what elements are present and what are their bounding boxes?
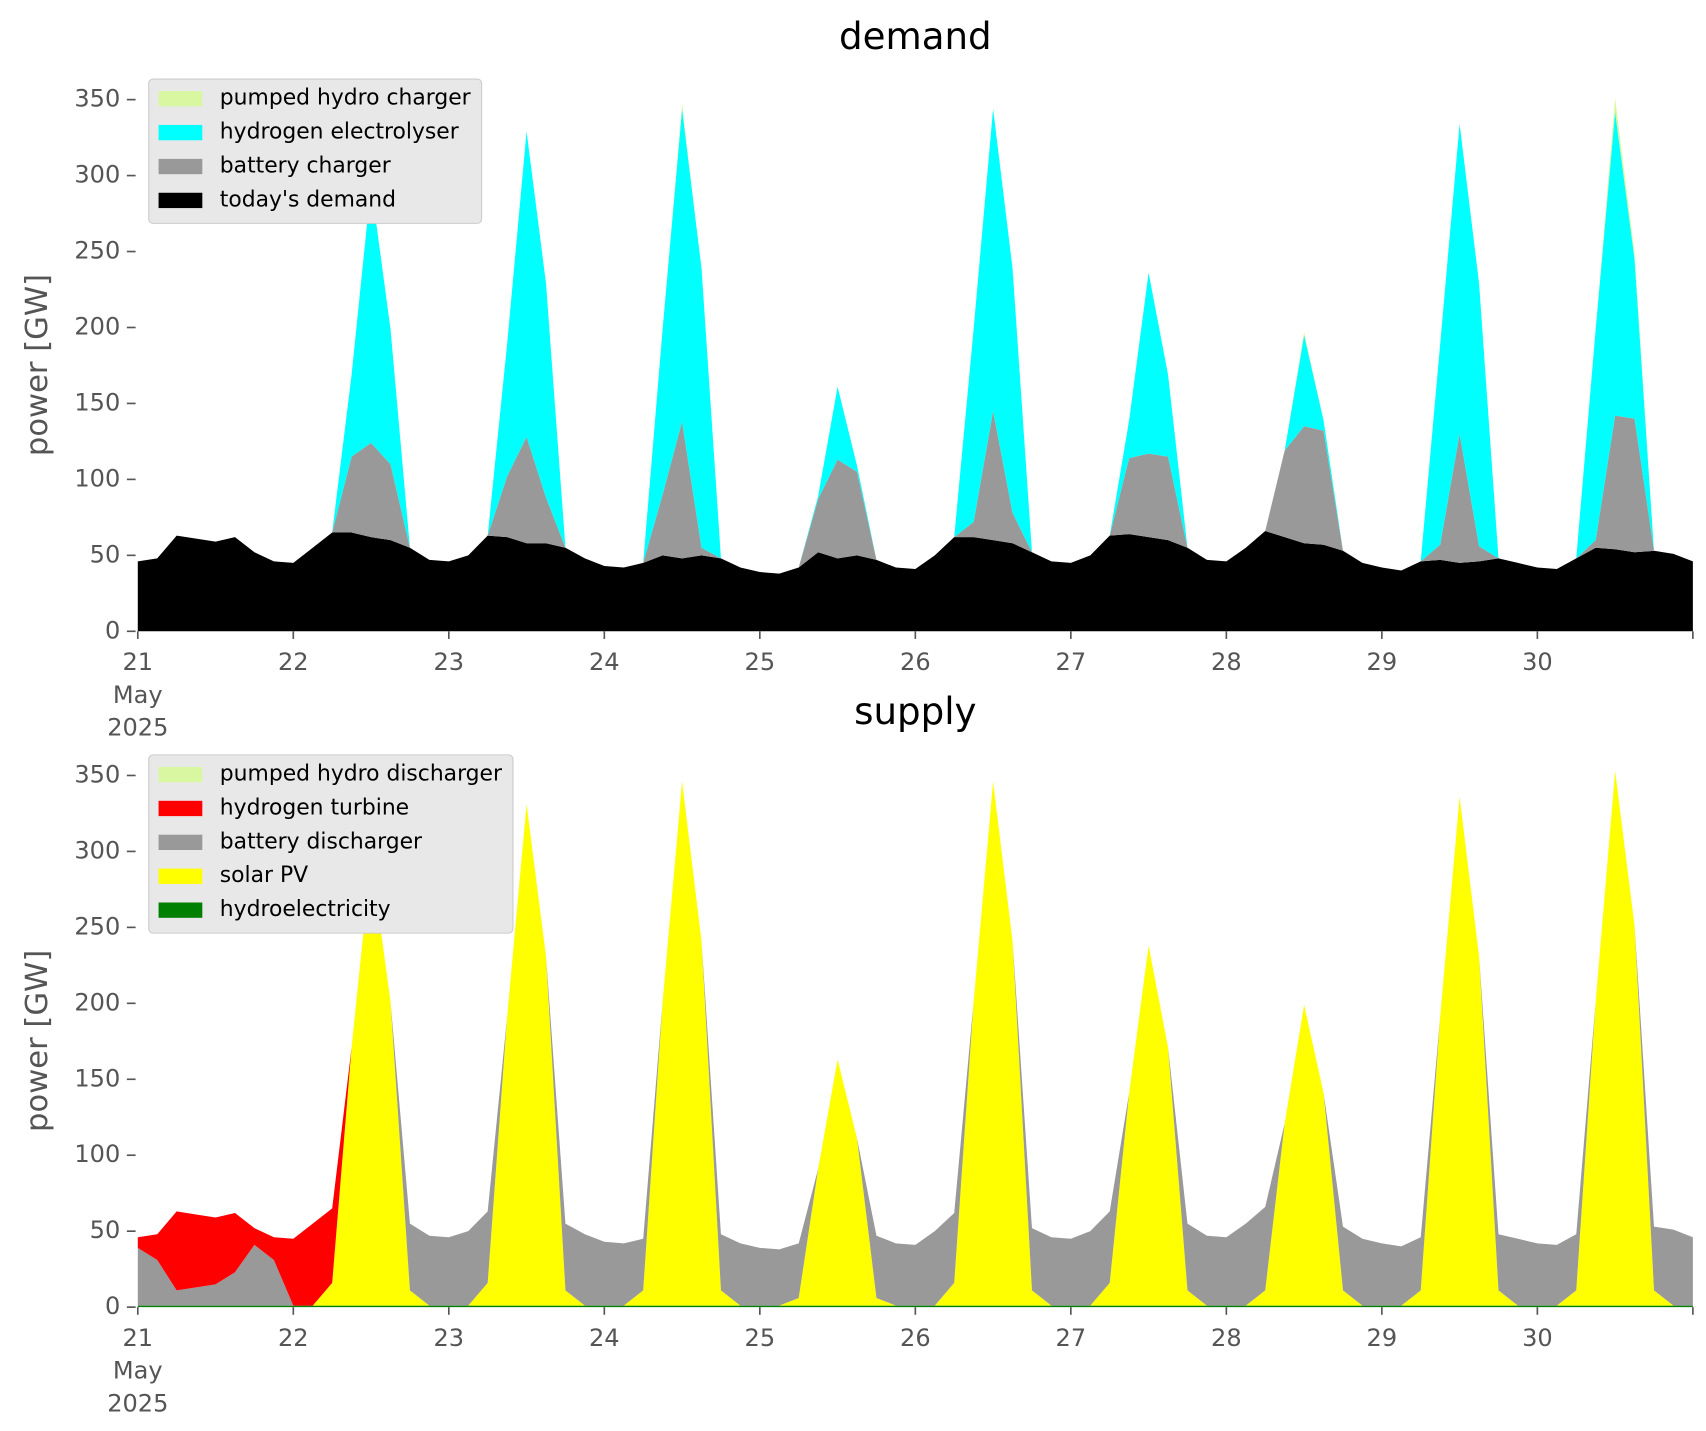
y-tick-label: 200 bbox=[74, 988, 120, 1016]
x-tick-label: 27 bbox=[1056, 1324, 1087, 1352]
legend-swatch bbox=[158, 800, 203, 817]
y-tick-label: 300 bbox=[74, 836, 120, 864]
legend-label: pumped hydro discharger bbox=[220, 762, 502, 787]
legend-label: hydrogen electrolyser bbox=[220, 120, 459, 145]
y-axis-label: power [GW] bbox=[20, 274, 55, 456]
legend-swatch bbox=[158, 902, 203, 918]
x-tick-label: 29 bbox=[1367, 648, 1398, 676]
area bbox=[137, 1305, 1693, 1308]
y-tick-label: 150 bbox=[74, 388, 120, 416]
legend-swatch bbox=[158, 192, 203, 209]
y-tick-label: 100 bbox=[74, 464, 120, 492]
y-tick-label: 300 bbox=[74, 161, 120, 189]
y-tick-label: 50 bbox=[90, 1216, 121, 1244]
x-tick-label: 30 bbox=[1522, 648, 1553, 676]
x-tick-label: 25 bbox=[745, 1324, 776, 1352]
chart-title: demand bbox=[839, 14, 992, 58]
chart-title: supply bbox=[854, 689, 976, 733]
legend-swatch bbox=[158, 868, 203, 884]
y-tick-label: 200 bbox=[74, 312, 120, 340]
area bbox=[137, 770, 1693, 1306]
subplot: supply power [GW] 0 50 100 150 200 250 300 350 21 M… bbox=[20, 689, 1694, 1418]
x-tick-label: 28 bbox=[1211, 648, 1242, 676]
y-tick-label: 250 bbox=[74, 237, 120, 265]
legend-label: battery discharger bbox=[220, 829, 422, 854]
x-tick-label: 27 bbox=[1056, 648, 1087, 676]
y-tick-label: 0 bbox=[105, 1292, 120, 1320]
legend-swatch bbox=[158, 158, 203, 175]
legend-swatch bbox=[158, 834, 203, 851]
area bbox=[137, 411, 1693, 574]
x-tick-label: 26 bbox=[900, 1324, 931, 1352]
legend-label: today's demand bbox=[220, 187, 396, 212]
legend-label: hydroelectricity bbox=[220, 897, 391, 922]
x-tick-label: 23 bbox=[434, 648, 465, 676]
x-tick-label: 28 bbox=[1211, 1324, 1242, 1352]
y-tick-label: 350 bbox=[74, 85, 120, 113]
x-tick-label: 24 bbox=[589, 648, 620, 676]
y-tick-label: 50 bbox=[90, 540, 121, 568]
x-tick-label: 25 bbox=[745, 648, 776, 676]
x-tick-label: 30 bbox=[1522, 1324, 1553, 1352]
x-tick-label: 22 bbox=[278, 1324, 309, 1352]
x-tick-label: 24 bbox=[589, 1324, 620, 1352]
area bbox=[137, 770, 1693, 1306]
y-tick-label: 350 bbox=[74, 760, 120, 788]
x-tick-label: 22 bbox=[278, 648, 309, 676]
area bbox=[137, 531, 1693, 632]
legend-box bbox=[148, 78, 483, 224]
legend-label: pumped hydro charger bbox=[220, 86, 471, 111]
x-tick-label: 21 May 2025 bbox=[107, 648, 168, 742]
legend-box bbox=[148, 754, 514, 934]
x-tick-label: 26 bbox=[900, 648, 931, 676]
x-tick-label: 29 bbox=[1367, 1324, 1398, 1352]
legend-swatch bbox=[158, 766, 203, 783]
legend-swatch bbox=[158, 91, 203, 107]
y-axis-label: power [GW] bbox=[20, 950, 55, 1132]
x-tick-label: 21 May 2025 bbox=[107, 1324, 168, 1418]
legend-label: battery charger bbox=[220, 154, 391, 179]
area bbox=[137, 108, 1693, 574]
y-tick-label: 150 bbox=[74, 1064, 120, 1092]
legend-label: solar PV bbox=[220, 863, 308, 888]
legend-swatch bbox=[158, 124, 203, 141]
y-tick-label: 100 bbox=[74, 1140, 120, 1168]
y-tick-label: 0 bbox=[105, 616, 120, 644]
subplot: demand power [GW] 0 50 100 150 200 250 300 350 21 M… bbox=[20, 14, 1694, 742]
legend-label: hydrogen turbine bbox=[220, 795, 409, 820]
area bbox=[137, 770, 1693, 1306]
y-tick-label: 250 bbox=[74, 912, 120, 940]
x-tick-label: 23 bbox=[434, 1324, 465, 1352]
